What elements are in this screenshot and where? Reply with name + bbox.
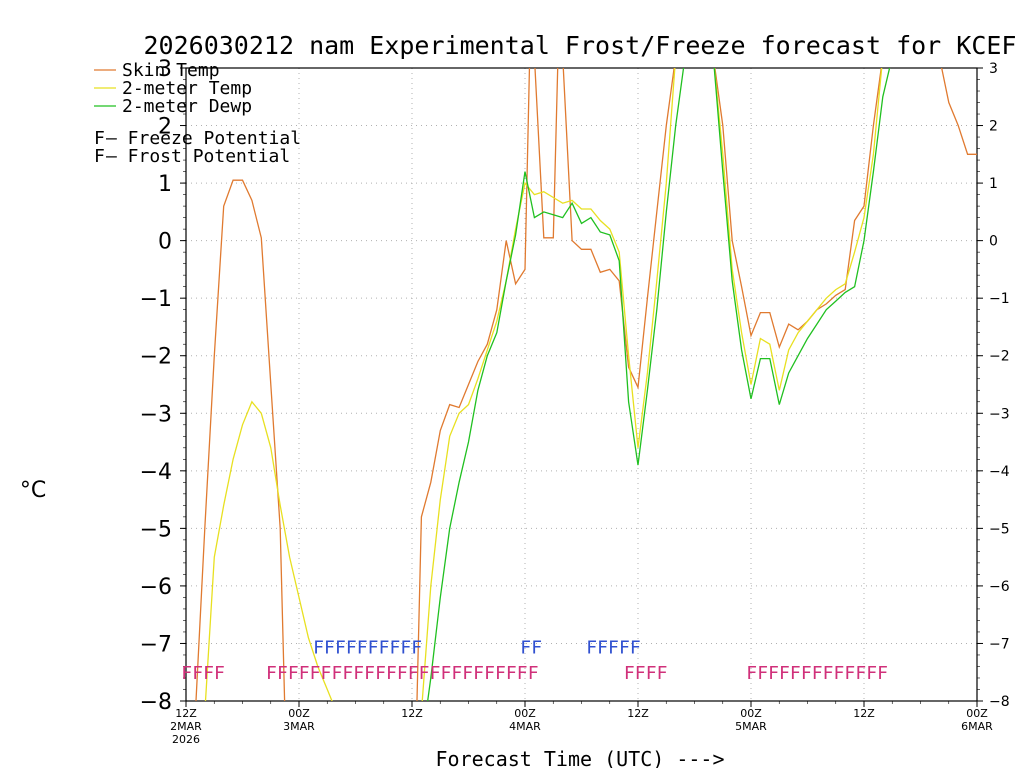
frost-flags: FFFFFFFFFF bbox=[313, 637, 422, 658]
y-tick-label-right: 2 bbox=[989, 119, 998, 135]
plot-frame bbox=[185, 67, 978, 702]
y-axis-label: °C bbox=[20, 478, 46, 503]
y-tick-label-right: −5 bbox=[989, 521, 1010, 537]
x-tick-label: 00Z bbox=[740, 707, 762, 720]
flag-layer: FFFF FFFFFFFFFFFFFFFFFFFFFFFFF FFFF FFFFFFF… bbox=[181, 637, 888, 684]
legend-label: – Frost Potential bbox=[106, 146, 290, 167]
y-tick-label: −1 bbox=[140, 287, 172, 312]
x-tick-year: 2026 bbox=[172, 733, 200, 746]
x-tick-label: 12Z bbox=[853, 707, 875, 720]
legend-flag-swatch: F bbox=[94, 128, 105, 149]
x-tick-label: 12Z bbox=[401, 707, 423, 720]
legend-label: 2-meter Temp bbox=[122, 78, 252, 99]
y-tick-label-right: −6 bbox=[989, 579, 1010, 595]
y-tick-label: −8 bbox=[140, 690, 172, 715]
legend-label: 2-meter Dewp bbox=[122, 96, 252, 117]
legend-label: Skin Temp bbox=[122, 60, 220, 81]
x-tick-sublabel: 5MAR bbox=[735, 720, 767, 733]
y-tick-label: −2 bbox=[140, 345, 172, 370]
y-tick-label: 3 bbox=[158, 57, 172, 82]
freeze-flags: FFFF bbox=[624, 663, 668, 684]
y-tick-label: −5 bbox=[140, 517, 172, 542]
x-tick-label: 12Z bbox=[627, 707, 649, 720]
x-tick-sublabel: 6MAR bbox=[961, 720, 993, 733]
y-tick-label: −7 bbox=[140, 632, 172, 657]
y-tick-label: 1 bbox=[158, 172, 172, 197]
series-line-skin-temp bbox=[195, 68, 977, 701]
y-tick-label-right: 3 bbox=[989, 61, 998, 77]
x-axis-label: Forecast Time (UTC) ---> bbox=[436, 747, 725, 768]
y-tick-label-right: −2 bbox=[989, 349, 1010, 365]
grid-layer bbox=[186, 68, 977, 701]
freeze-flags: FFFFFFFFFFFFF bbox=[746, 663, 888, 684]
y-tick-label-right: −8 bbox=[989, 694, 1010, 710]
series-line-2-meter-temp bbox=[204, 68, 883, 701]
y-tick-label-right: −7 bbox=[989, 636, 1010, 652]
y-tick-label: −4 bbox=[140, 460, 172, 485]
y-tick-label: −6 bbox=[140, 575, 172, 600]
y-tick-label-right: −4 bbox=[989, 464, 1010, 480]
x-tick-label: 00Z bbox=[514, 707, 536, 720]
chart-title: 2026030212 nam Experimental Frost/Freeze… bbox=[144, 31, 1017, 60]
y-tick-label: −3 bbox=[140, 402, 172, 427]
y-tick-label: 0 bbox=[158, 230, 172, 255]
y-tick-label-right: −3 bbox=[989, 406, 1010, 422]
y-tick-label: 2 bbox=[158, 115, 172, 140]
x-tick-sublabel: 2MAR bbox=[170, 720, 202, 733]
y-tick-label-right: −1 bbox=[989, 291, 1010, 307]
series-layer bbox=[195, 68, 977, 701]
x-tick-label: 00Z bbox=[288, 707, 310, 720]
legend-label: – Freeze Potential bbox=[106, 128, 301, 149]
frost-flags: FF bbox=[520, 637, 542, 658]
freeze-flags: FFFFFFFFFFFFFFFFFFFFFFFFF bbox=[266, 663, 538, 684]
x-tick-sublabel: 3MAR bbox=[283, 720, 315, 733]
series-line-2-meter-dewp bbox=[427, 68, 891, 701]
x-tick-sublabel: 4MAR bbox=[509, 720, 541, 733]
y-tick-label-right: 0 bbox=[989, 234, 998, 250]
freeze-flags: FFFF bbox=[181, 663, 225, 684]
x-tick-label: 12Z bbox=[175, 707, 197, 720]
y-tick-label-right: 1 bbox=[989, 176, 998, 192]
x-tick-label: 00Z bbox=[966, 707, 988, 720]
legend-flag-swatch: F bbox=[94, 146, 105, 167]
frost-flags: FFFFF bbox=[586, 637, 641, 658]
axes-layer: −8 −8 −7 −7 −6 −6 −5 −5 −4 −4 −3 −3 −2 −2 −1 −1 0 0 1 1 2 2 3 3… bbox=[140, 57, 1010, 746]
